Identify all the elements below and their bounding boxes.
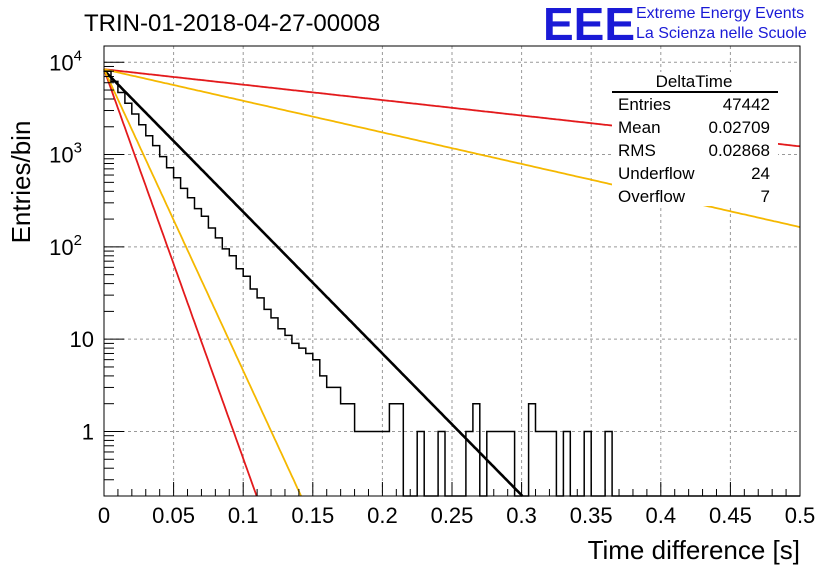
x-tick-label: 0.35	[570, 503, 613, 528]
logo-line-1: Extreme Energy Events	[636, 5, 804, 22]
x-tick-label: 0.05	[152, 503, 195, 528]
series-curve	[103, 68, 302, 497]
x-tick-label: 0	[98, 503, 110, 528]
stats-box: DeltaTime Entries 47442 Mean 0.02709 RMS…	[612, 72, 778, 206]
chart-title: TRIN-01-2018-04-27-00008	[84, 10, 380, 37]
stats-value: 24	[751, 164, 770, 183]
x-tick-label: 0.25	[431, 503, 474, 528]
series-curve	[103, 69, 524, 497]
stats-value: 47442	[723, 95, 770, 114]
stats-box-bg	[612, 72, 778, 206]
stats-label: Overflow	[618, 187, 686, 206]
stats-value: 0.02868	[709, 141, 770, 160]
x-tick-label: 0.5	[785, 503, 816, 528]
axis-ticks	[103, 61, 801, 497]
stats-value: 7	[761, 187, 770, 206]
stats-label: RMS	[618, 141, 656, 160]
logo-line-2: La Scienza nelle Scuole	[636, 25, 807, 42]
stats-title: DeltaTime	[656, 72, 733, 91]
y-tick-label: 10	[70, 327, 94, 352]
x-tick-label: 0.3	[506, 503, 537, 528]
stats-label: Entries	[618, 95, 671, 114]
x-tick-label: 0.2	[367, 503, 398, 528]
grid	[104, 46, 800, 496]
y-tick-label: 1	[82, 419, 94, 444]
x-tick-label: 0.15	[291, 503, 334, 528]
y-axis-label: Entries/bin	[6, 121, 36, 244]
eee-logo: EEE Extreme Energy Events La Scienza nel…	[543, 0, 807, 50]
x-tick-label: 0.45	[709, 503, 752, 528]
x-tick-label: 0.4	[646, 503, 677, 528]
stats-value: 0.02709	[709, 118, 770, 137]
y-tick-label: 103	[49, 140, 82, 168]
x-tick-labels: 0 0.05 0.1 0.15 0.2 0.25 0.3 0.35 0.4 0.45 0.5	[98, 503, 815, 528]
y-tick-label: 104	[49, 47, 82, 75]
logo-mark: EEE	[543, 0, 635, 50]
y-tick-label: 102	[49, 232, 82, 260]
x-tick-label: 0.1	[228, 503, 259, 528]
stats-label: Underflow	[618, 164, 695, 183]
series-curve	[103, 68, 258, 497]
stats-label: Mean	[618, 118, 661, 137]
x-axis-label: Time difference [s]	[588, 535, 800, 565]
